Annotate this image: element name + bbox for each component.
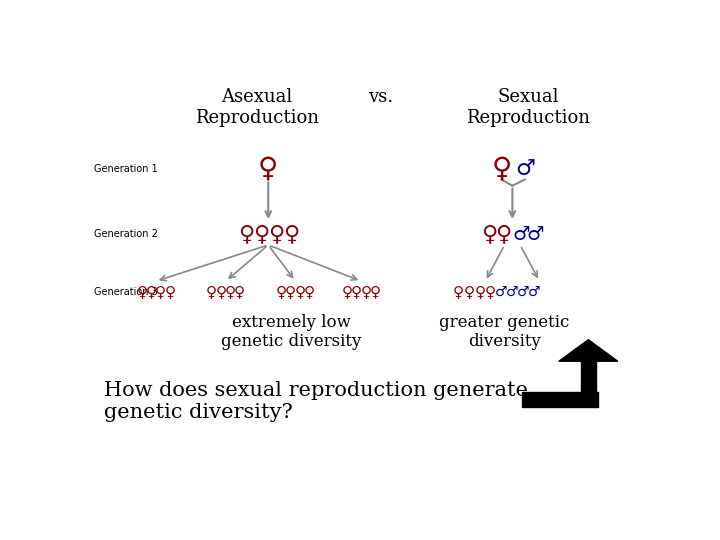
Text: ♀: ♀ <box>369 285 381 300</box>
Text: ♂: ♂ <box>527 225 544 244</box>
Text: ♀: ♀ <box>453 285 464 300</box>
Text: ♂: ♂ <box>528 285 540 299</box>
Bar <box>523 392 598 408</box>
Text: ♀: ♀ <box>360 285 372 300</box>
Text: ♀: ♀ <box>474 285 485 300</box>
Text: ♀: ♀ <box>276 285 287 300</box>
Text: ♀: ♀ <box>164 285 176 300</box>
Text: ♀: ♀ <box>304 285 315 300</box>
Polygon shape <box>559 340 618 361</box>
Text: ♂: ♂ <box>515 159 535 179</box>
Text: ♀: ♀ <box>268 224 284 244</box>
Text: Generation 2: Generation 2 <box>94 229 158 239</box>
Text: ♀: ♀ <box>258 155 279 183</box>
Text: ♀: ♀ <box>155 285 166 300</box>
Text: ♀: ♀ <box>485 285 496 300</box>
Text: How does sexual reproduction generate
genetic diversity?: How does sexual reproduction generate ge… <box>104 381 528 422</box>
Text: Generation 1: Generation 1 <box>94 164 158 174</box>
Text: ♀: ♀ <box>225 285 236 300</box>
Text: ♀: ♀ <box>495 224 511 244</box>
Text: extremely low
genetic diversity: extremely low genetic diversity <box>221 314 361 350</box>
Text: ♀: ♀ <box>294 285 305 300</box>
Text: ♀: ♀ <box>253 224 269 244</box>
Text: ♀: ♀ <box>215 285 227 300</box>
Text: ♂: ♂ <box>495 285 508 299</box>
Text: ♂: ♂ <box>513 225 531 244</box>
Text: ♀: ♀ <box>351 285 362 300</box>
Text: ♀: ♀ <box>136 285 148 300</box>
Text: ♀: ♀ <box>491 155 512 183</box>
Text: ♀: ♀ <box>283 224 299 244</box>
Text: ♀: ♀ <box>206 285 217 300</box>
Text: ♂: ♂ <box>506 285 518 299</box>
Text: ♀: ♀ <box>285 285 297 300</box>
Text: ♀: ♀ <box>238 224 255 244</box>
Text: ♀: ♀ <box>234 285 245 300</box>
Text: ♀: ♀ <box>145 285 157 300</box>
Text: Generation 3: Generation 3 <box>94 287 158 297</box>
Text: ♀: ♀ <box>481 224 498 244</box>
Text: Asexual
Reproduction: Asexual Reproduction <box>194 88 319 127</box>
Text: ♀: ♀ <box>342 285 353 300</box>
Text: Sexual
Reproduction: Sexual Reproduction <box>466 88 590 127</box>
Bar <box>580 357 596 392</box>
Text: ♀: ♀ <box>464 285 474 300</box>
Text: vs.: vs. <box>368 88 393 106</box>
Text: ♂: ♂ <box>517 285 529 299</box>
Text: greater genetic
diversity: greater genetic diversity <box>439 314 570 350</box>
